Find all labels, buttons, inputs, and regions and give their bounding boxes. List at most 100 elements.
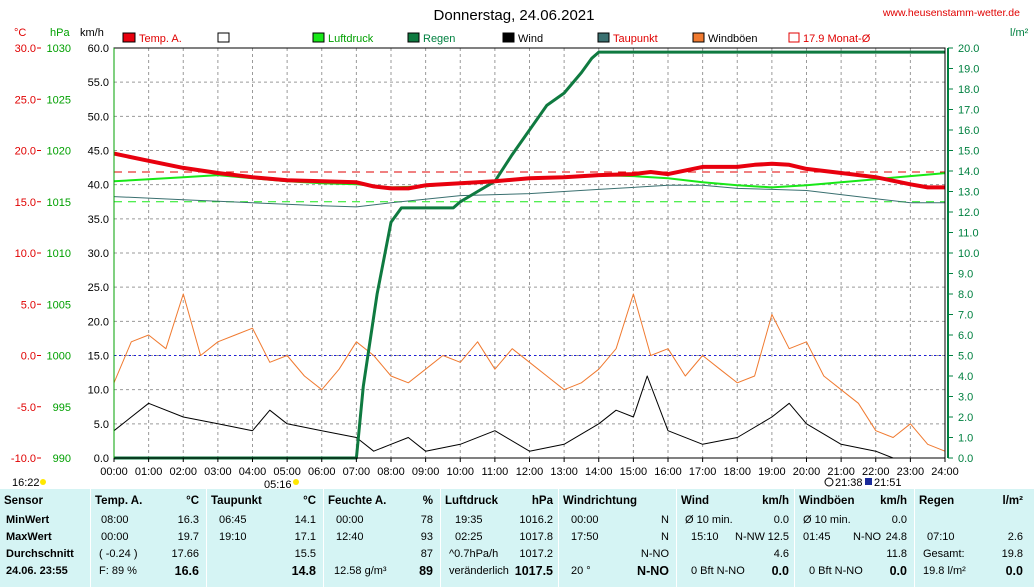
time-tick-label: 06:00 (308, 466, 336, 478)
hum-max-value: 93 (420, 531, 433, 543)
speed-tick-label: 40.0 (88, 180, 109, 192)
time-tick-label: 03:00 (204, 466, 232, 478)
col-pressure: Luftdruck hPa 19:35 1016.2 02:25 1017.8 … (440, 489, 559, 587)
press-max-value: 1017.8 (519, 531, 553, 543)
time-tick-label: 22:00 (862, 466, 890, 478)
hum-avg-value: 87 (420, 548, 433, 560)
rain-tick-label: 13.0 (958, 187, 979, 199)
temp-tick-label: 25.0 (15, 94, 36, 106)
gust-header: Windböen (799, 495, 855, 507)
gust-line (113, 293, 946, 452)
wind-beaufort: 0 Bft N-NO (691, 565, 745, 577)
legend-month-avg: 17.9 Monat-Ø (803, 33, 871, 45)
rain-tick-label: 11.0 (958, 228, 979, 240)
temp-tick-label: -5.0 (17, 402, 36, 414)
weather-chart: Donnerstag, 24.06.2021 www.heusenstamm-w… (11, 7, 1029, 489)
legend-rain: Regen (423, 33, 455, 45)
time-tick-label: 18:00 (723, 466, 751, 478)
temp-trend: ( -0.24 ) (99, 548, 138, 560)
hum-header: Feuchte A. (328, 495, 387, 507)
time-tick-label: 14:00 (585, 466, 613, 478)
speed-tick-label: 15.0 (88, 351, 109, 363)
pressure-tick-label: 1030 (47, 43, 71, 55)
website-url[interactable]: www.heusenstamm-wetter.de (882, 7, 1020, 19)
temp-axis-unit: °C (14, 27, 26, 39)
legend-swatch-gust (692, 32, 705, 43)
speed-axis-unit: km/h (80, 27, 104, 39)
dir-current: N-NO (637, 564, 669, 578)
chart-title: Donnerstag, 24.06.2021 (434, 7, 595, 24)
gust-max-dir: N-NO (853, 531, 882, 543)
rain-tick-label: 3.0 (958, 392, 973, 404)
moonset-time: 21:38 (835, 477, 863, 489)
rain-sum: 19.8 l/m² (923, 565, 966, 577)
dew-unit: °C (303, 495, 316, 507)
pressure-tick-label: 1000 (47, 351, 71, 363)
col-rain: Regen l/m² 07:10 2.6 Gesamt: 19.8 19.8 l… (914, 489, 1034, 587)
gust-current: 0.0 (889, 564, 907, 578)
col-temp: Temp. A. °C 08:00 16.3 00:00 19.7 ( -0.2… (90, 489, 207, 587)
gust-max-time: 01:45 (803, 531, 831, 543)
temp-current: 16.6 (174, 564, 199, 578)
hum-current: 89 (419, 564, 433, 578)
time-tick-label: 12:00 (516, 466, 544, 478)
hum-unit: % (422, 495, 433, 507)
rain-unit: l/m² (1002, 495, 1023, 507)
speed-tick-label: 50.0 (88, 111, 109, 123)
time-tick-label: 20:00 (793, 466, 821, 478)
legend-swatch-rain (407, 32, 420, 43)
min-label: MinWert (6, 514, 50, 526)
temp-max-value: 19.7 (177, 531, 199, 543)
speed-tick-label: 35.0 (88, 214, 109, 226)
wind-line (113, 375, 945, 459)
speed-tick-label: 45.0 (88, 146, 109, 158)
max-label: MaxWert (6, 531, 52, 543)
speed-tick-label: 25.0 (88, 282, 109, 294)
time-tick-label: 24:00 (931, 466, 959, 478)
wind-unit: km/h (762, 495, 789, 507)
time-tick-label: 09:00 (412, 466, 440, 478)
rain-max-value: 2.6 (1007, 531, 1023, 543)
sunrise-time: 05:16 (264, 479, 292, 489)
time-tick-label: 02:00 (169, 466, 197, 478)
col-humidity: Feuchte A. % 00:00 78 12:40 93 87 12.58 … (323, 489, 441, 587)
dew-min-time: 06:45 (219, 514, 247, 526)
gust-avg-value: 11.8 (886, 548, 907, 560)
gust-beaufort: 0 Bft N-NO (809, 565, 863, 577)
dew-avg-value: 15.5 (294, 548, 316, 560)
dew-current: 14.8 (291, 564, 316, 578)
time-tick-label: 04:00 (239, 466, 267, 478)
temperature-line (113, 151, 945, 191)
rain-tick-label: 5.0 (958, 351, 973, 363)
legend-swatch-temp (122, 32, 136, 43)
press-trend-label: ^0.7hPa/h (449, 548, 499, 560)
pressure-tick-label: 1020 (47, 146, 71, 158)
rain-tick-label: 8.0 (958, 289, 973, 301)
time-tick-label: 17:00 (689, 466, 717, 478)
reference-lines (114, 171, 945, 356)
time-tick-label: 11:00 (482, 466, 509, 478)
col-dewpoint: Taupunkt °C 06:45 14.1 19:10 17.1 15.5 1… (206, 489, 324, 587)
pressure-tick-label: 1005 (47, 299, 71, 311)
temp-tick-label: 0.0 (21, 351, 36, 363)
temp-min-value: 16.3 (177, 514, 199, 526)
press-max-time: 02:25 (455, 531, 483, 543)
time-tick-label: 15:00 (620, 466, 648, 478)
update-date: 24.06. 23:55 (6, 565, 68, 577)
temp-tick-label: 15.0 (15, 197, 36, 209)
temp-min-time: 08:00 (101, 514, 129, 526)
speed-tick-label: 0.0 (94, 453, 109, 465)
legend-swatch-dewpoint (597, 32, 610, 43)
wind-max-dir: N-NW (735, 531, 765, 543)
wind-avg10-value: 0.0 (773, 514, 789, 526)
rain-tick-label: 14.0 (958, 166, 979, 178)
press-current: 1017.5 (514, 564, 553, 578)
col-wind: Wind km/h Ø 10 min. 0.0 15:10 N-NW 12.5 … (676, 489, 795, 587)
wind-header: Wind (681, 495, 709, 507)
dir-min-time: 00:00 (571, 514, 599, 526)
speed-tick-label: 5.0 (94, 419, 109, 431)
temp-tick-label: 20.0 (15, 146, 36, 158)
rain-tick-label: 15.0 (958, 146, 979, 158)
legend-wind: Wind (518, 33, 543, 45)
legend-temp: Temp. A. (139, 33, 182, 45)
